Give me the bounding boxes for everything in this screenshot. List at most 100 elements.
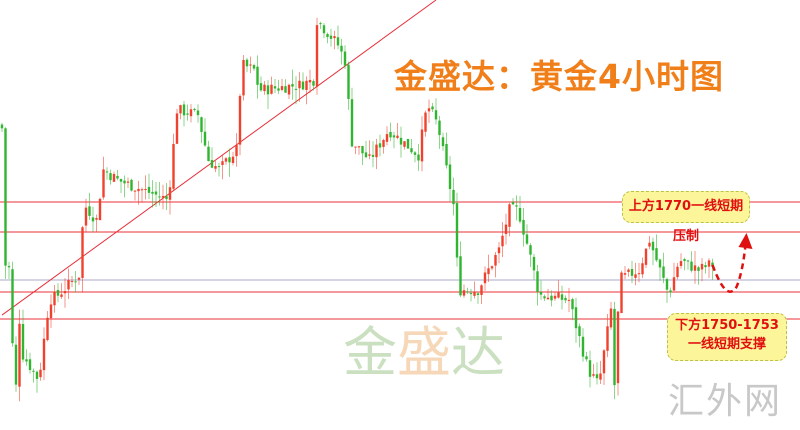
candle-body: [599, 373, 602, 380]
candle-body: [193, 108, 196, 110]
candle-body: [95, 218, 98, 220]
candle-body: [203, 131, 207, 146]
candle-body: [560, 294, 564, 300]
candle-body: [424, 112, 427, 132]
candle-body: [109, 173, 112, 181]
candle-body: [336, 37, 340, 46]
candle-body: [354, 146, 357, 148]
candle-body: [81, 227, 84, 278]
candle-body: [249, 64, 252, 66]
candle-body: [389, 131, 392, 138]
candle-body: [200, 117, 203, 132]
watermark-char: 金: [343, 321, 397, 384]
candle-body: [382, 139, 385, 147]
candle-body: [434, 110, 438, 120]
candle-body: [361, 146, 364, 154]
candle-body: [455, 203, 459, 258]
candle-body: [375, 144, 378, 158]
candle-body: [546, 297, 550, 300]
candle-body: [263, 84, 266, 92]
candle-body: [32, 370, 35, 372]
candle-body: [312, 81, 315, 86]
candle-body: [613, 308, 616, 386]
candle-body: [63, 291, 67, 294]
candle-body: [301, 81, 305, 90]
candle-body: [564, 297, 567, 301]
candle-body: [686, 260, 690, 262]
candle-body: [224, 158, 228, 162]
candle-body: [196, 110, 200, 116]
candle-body: [550, 295, 553, 301]
candle-body: [4, 128, 7, 266]
resistance-callout: 上方1770一线短期压制: [622, 191, 750, 244]
candle-body: [343, 51, 347, 66]
watermark-char: 盛: [397, 321, 451, 384]
support-callout: 下方1750-1753 一线短期支撑: [667, 313, 787, 361]
candle-body: [154, 191, 158, 195]
candle-body: [347, 64, 350, 99]
candle-body: [287, 84, 291, 95]
candle-body: [690, 261, 693, 271]
candle-body: [459, 256, 462, 296]
candle-body: [662, 266, 665, 278]
candle-body: [406, 139, 410, 149]
candle-body: [70, 280, 74, 282]
candle-body: [102, 169, 105, 198]
candle-body: [231, 156, 235, 164]
candle-body: [126, 181, 130, 183]
candle-body: [322, 25, 326, 34]
candle-body: [707, 260, 711, 267]
candle-body: [35, 371, 39, 379]
candle-body: [413, 152, 417, 155]
candle-body: [623, 273, 627, 275]
candle-body: [588, 360, 592, 377]
candle-body: [508, 204, 511, 227]
candle-body: [683, 259, 686, 261]
candle-body: [700, 263, 704, 270]
candle-body: [0, 124, 4, 129]
arrow-head-icon: [738, 232, 753, 249]
candle-body: [557, 292, 560, 298]
candle-body: [602, 350, 606, 374]
candle-body: [697, 267, 700, 271]
candle-body: [480, 285, 483, 295]
candle-body: [133, 190, 137, 192]
candle-body: [676, 266, 679, 278]
candle-body: [378, 143, 382, 148]
candle-body: [396, 135, 399, 138]
candle-body: [350, 99, 354, 147]
candle-body: [490, 266, 494, 269]
candle-body: [462, 290, 466, 296]
candle-body: [112, 174, 116, 182]
candle-body: [217, 166, 221, 168]
resistance-text: 上方1770一线短期压制: [628, 199, 744, 244]
candle-body: [168, 187, 172, 200]
candle-body: [273, 86, 277, 89]
candle-body: [60, 294, 63, 297]
candle-body: [151, 191, 154, 194]
candle-body: [641, 263, 644, 275]
candle-body: [116, 175, 119, 179]
candle-body: [644, 248, 648, 265]
candle-body: [14, 344, 18, 385]
candle-body: [368, 154, 371, 156]
candle-body: [704, 265, 707, 268]
candle-body: [319, 23, 322, 25]
candle-body: [431, 106, 434, 110]
candle-body: [469, 293, 473, 295]
candle-body: [326, 34, 329, 38]
candle-body: [298, 80, 301, 89]
candle-body: [84, 207, 88, 226]
candle-body: [606, 326, 609, 351]
candle-body: [277, 88, 280, 91]
candle-body: [88, 206, 91, 216]
candle-body: [39, 369, 42, 378]
watermark-char: 达: [451, 321, 505, 384]
candle-body: [693, 265, 697, 271]
candle-body: [658, 259, 662, 268]
candle-body: [165, 196, 168, 200]
candle-body: [620, 272, 623, 314]
candle-body: [371, 154, 375, 157]
candle-body: [515, 205, 518, 207]
